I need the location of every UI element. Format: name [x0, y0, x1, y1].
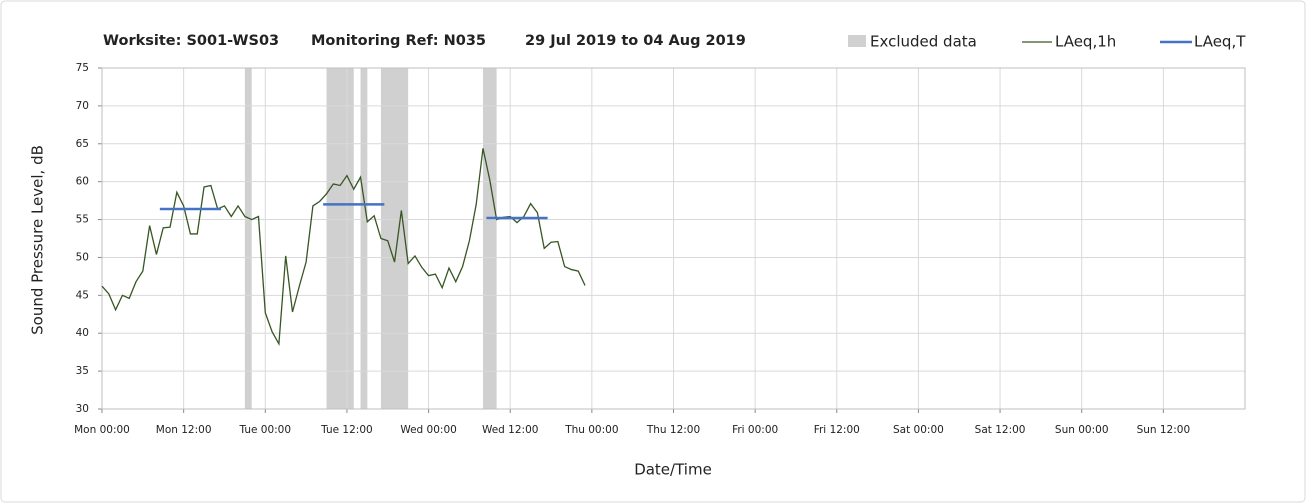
x-tick-label: Mon 12:00	[156, 424, 212, 436]
x-tick-label: Sat 00:00	[893, 424, 944, 436]
x-tick-label: Sun 12:00	[1137, 424, 1191, 436]
x-tick-label: Fri 00:00	[732, 424, 778, 436]
excluded-band	[483, 68, 497, 409]
x-tick-label: Mon 00:00	[74, 424, 130, 436]
y-tick-label: 70	[76, 100, 89, 112]
x-tick-label: Tue 12:00	[320, 424, 373, 436]
x-tick-label: Thu 12:00	[646, 424, 700, 436]
x-tick-label: Wed 00:00	[400, 424, 457, 436]
y-tick-label: 60	[76, 176, 89, 188]
y-tick-label: 50	[76, 251, 89, 263]
y-tick-label: 55	[76, 214, 89, 226]
y-tick-label: 75	[76, 62, 89, 74]
legend-swatch	[848, 35, 866, 47]
excluded-band	[360, 68, 368, 409]
y-axis-label: Sound Pressure Level, dB	[29, 145, 47, 335]
x-tick-label: Sun 00:00	[1055, 424, 1109, 436]
plot-frame	[101, 67, 1246, 410]
title-period: 29 Jul 2019 to 04 Aug 2019	[525, 33, 746, 49]
excluded-band	[326, 68, 354, 409]
legend-label: Excluded data	[870, 33, 977, 51]
legend-label: LAeq,T	[1194, 33, 1246, 51]
y-tick-label: 40	[76, 327, 89, 339]
y-tick-label: 65	[76, 138, 89, 150]
x-tick-label: Sat 12:00	[975, 424, 1026, 436]
legend-label: LAeq,1h	[1055, 33, 1116, 51]
x-tick-label: Thu 00:00	[564, 424, 618, 436]
x-tick-label: Tue 00:00	[239, 424, 292, 436]
y-tick-label: 45	[76, 289, 89, 301]
title-site: Worksite: S001-WS03	[103, 33, 279, 49]
y-tick-label: 30	[76, 403, 89, 415]
y-tick-label: 35	[76, 365, 89, 377]
x-tick-label: Wed 12:00	[482, 424, 539, 436]
excluded-band	[380, 68, 409, 409]
title-ref: Monitoring Ref: N035	[311, 33, 486, 49]
x-tick-label: Fri 12:00	[814, 424, 860, 436]
excluded-band	[244, 68, 252, 409]
x-axis-label: Date/Time	[634, 461, 712, 479]
